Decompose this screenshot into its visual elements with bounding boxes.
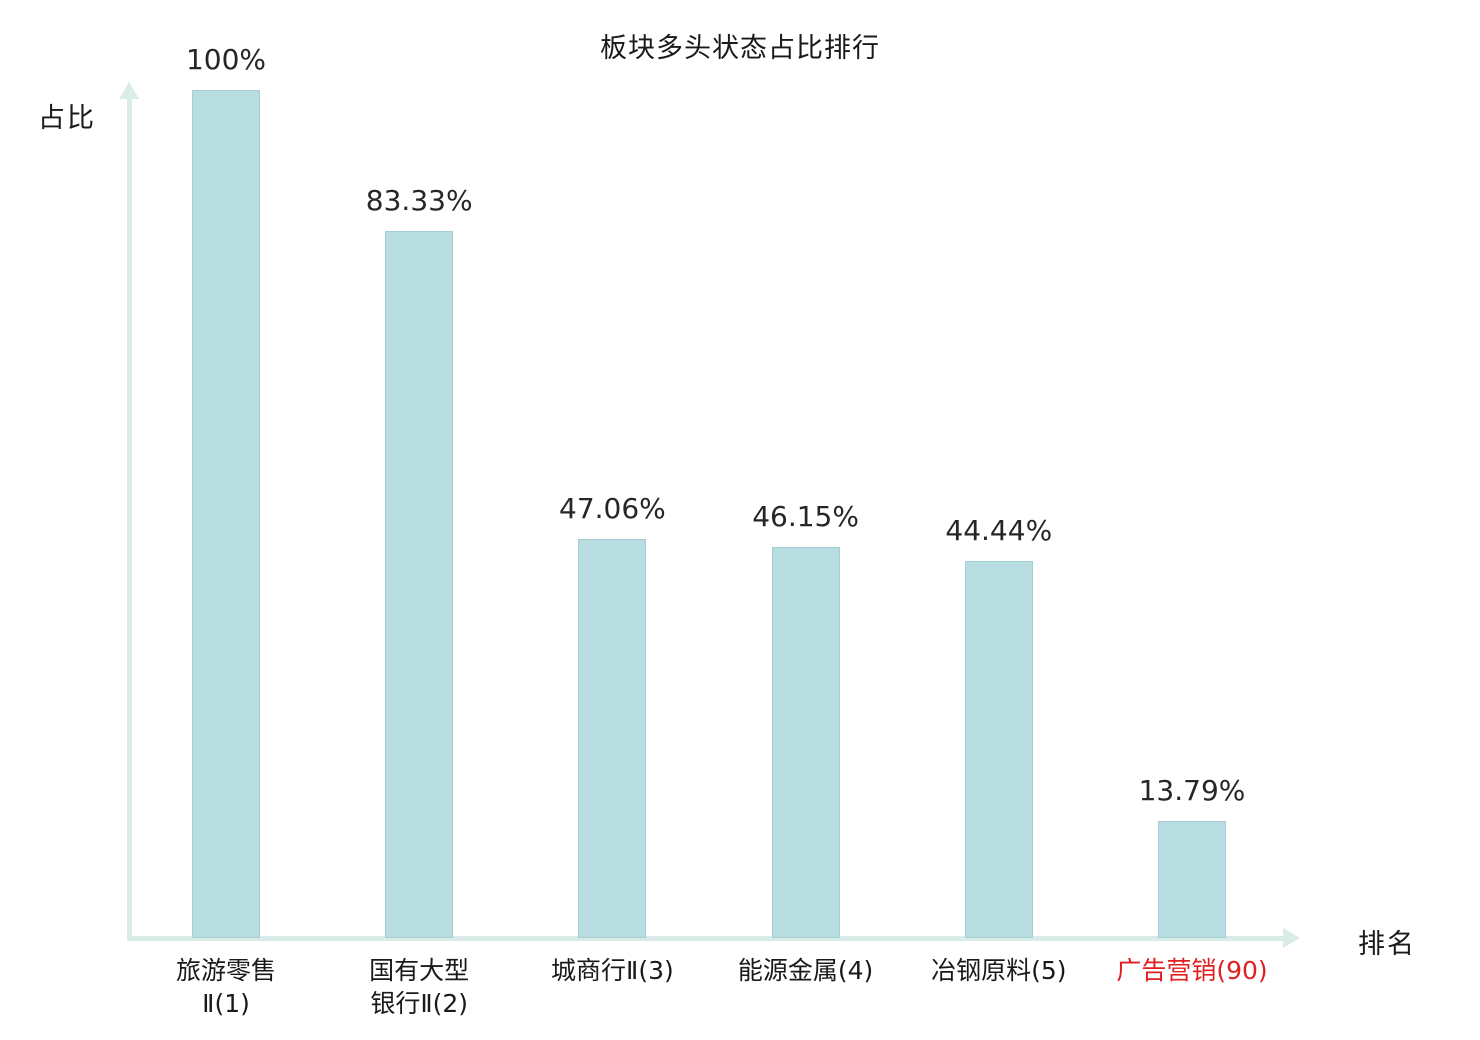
x-axis-arrow-icon [1283, 928, 1300, 948]
bar-6 [1158, 821, 1226, 938]
x-axis [127, 936, 1285, 941]
bar-4 [771, 546, 840, 938]
category-label-4: 能源金属(4) [737, 956, 874, 985]
category-label-5: 冶钢原料(5) [931, 956, 1067, 985]
value-label-3: 47.06% [559, 491, 666, 525]
y-axis-label: 占比 [38, 103, 96, 134]
category-label-3: 城商行Ⅱ(3) [551, 956, 674, 985]
value-label-5: 44.44% [945, 514, 1053, 548]
value-label-2: 83.33% [365, 184, 473, 218]
y-axis-arrow-icon [119, 82, 139, 99]
y-axis [127, 96, 132, 941]
bar-2 [385, 231, 454, 938]
chart-title: 板块多头状态占比排行 [600, 33, 880, 64]
x-axis-label: 排名 [1358, 929, 1416, 960]
bar-3 [578, 538, 647, 938]
category-label-6: 广告营销(90) [1116, 956, 1268, 985]
bar-5 [964, 561, 1033, 938]
value-label-6: 13.79% [1138, 774, 1246, 808]
bar-1 [192, 90, 260, 938]
value-label-4: 46.15% [752, 499, 859, 533]
category-label-2: 国有大型 银行Ⅱ(2) [369, 956, 470, 1018]
category-label-1: 旅游零售 Ⅱ(1) [175, 956, 276, 1018]
value-label-1: 100% [185, 43, 267, 76]
